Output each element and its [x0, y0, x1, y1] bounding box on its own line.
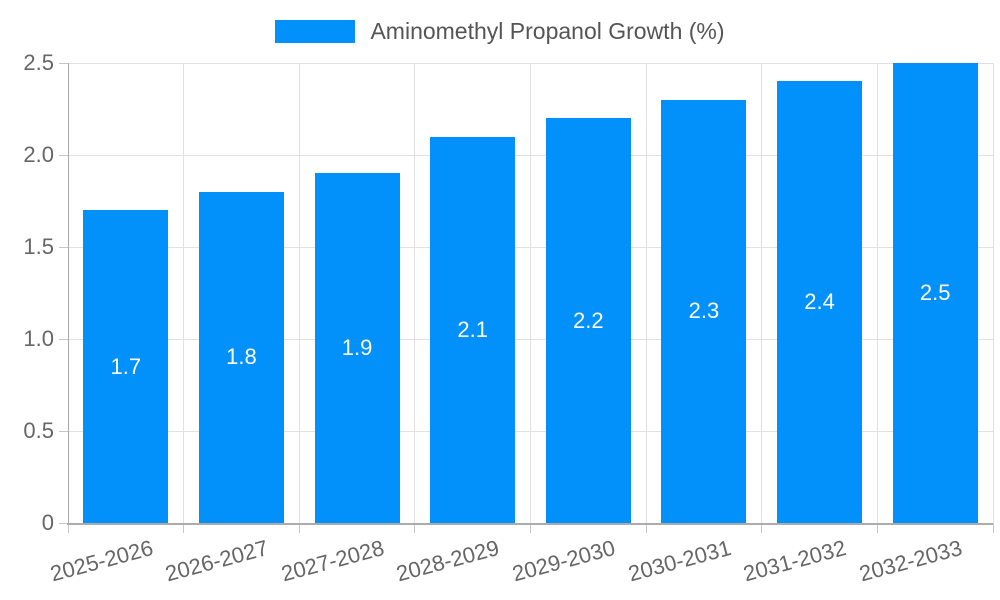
- x-tick-label: 2027-2028: [278, 535, 387, 587]
- bar-value-label: 2.3: [688, 298, 720, 324]
- v-gridline: [645, 63, 647, 523]
- x-tick-label: 2028-2029: [394, 535, 503, 587]
- y-tick-label: 0.5: [23, 418, 54, 443]
- legend-swatch: [275, 20, 356, 43]
- y-tick-mark: [59, 338, 68, 340]
- v-gridline: [992, 63, 994, 523]
- legend[interactable]: Aminomethyl Propanol Growth (%): [0, 18, 1000, 45]
- bar: 2.3: [661, 99, 747, 523]
- y-tick-mark: [59, 246, 68, 248]
- bar: 1.9: [314, 173, 400, 523]
- x-tick-mark: [298, 523, 300, 533]
- y-tick-label: 0: [41, 510, 54, 535]
- plot-area: 0 0.5 1.0 1.5 2.0 2.5 1.7 1.8 1.9 2.1 2.2 2.3 2.4 2.5…: [23, 52, 994, 586]
- x-tick-label: 2032-2033: [856, 535, 965, 587]
- y-tick-mark: [59, 154, 68, 156]
- v-gridline: [183, 63, 185, 523]
- bar-value-label: 1.8: [226, 344, 257, 370]
- x-tick-mark: [992, 523, 994, 533]
- bar: 2.5: [892, 63, 978, 523]
- y-tick-label: 1.5: [23, 234, 54, 259]
- x-tick-mark: [876, 523, 878, 533]
- x-tick-mark: [761, 523, 763, 533]
- y-tick-mark: [59, 430, 68, 432]
- y-tick-mark: [59, 522, 68, 524]
- x-axis-line: [67, 523, 993, 525]
- bar-value-label: 2.4: [804, 289, 835, 315]
- y-tick-label: 2.5: [23, 50, 54, 75]
- bar-value-label: 1.9: [341, 335, 373, 361]
- v-gridline: [530, 63, 531, 523]
- x-tick-label: 2025-2026: [47, 535, 156, 587]
- x-tick-mark: [183, 523, 185, 533]
- x-tick-label: 2026-2027: [162, 535, 271, 587]
- bar: 1.7: [83, 210, 169, 523]
- bar-value-label: 2.5: [919, 280, 951, 305]
- legend-label: Aminomethyl Propanol Growth (%): [370, 18, 725, 44]
- x-tick-mark: [414, 523, 416, 533]
- v-gridline: [298, 63, 300, 523]
- y-tick-label: 1.0: [23, 326, 54, 351]
- x-tick-label: 2029-2030: [509, 535, 618, 587]
- x-tick-label: 2031-2032: [740, 535, 850, 587]
- bar: 2.2: [545, 118, 631, 523]
- bar: 2.4: [777, 81, 863, 523]
- bar-value-label: 2.2: [573, 307, 604, 333]
- x-tick-mark: [530, 523, 531, 533]
- x-tick-label: 2030-2031: [625, 535, 734, 587]
- x-tick-mark: [67, 523, 69, 533]
- y-tick-mark: [59, 62, 68, 64]
- x-tick-mark: [645, 523, 647, 533]
- v-gridline: [414, 63, 416, 523]
- v-gridline: [761, 63, 763, 523]
- y-tick-label: 2.0: [23, 142, 54, 167]
- y-axis-line: [68, 63, 69, 523]
- v-gridline: [876, 63, 878, 523]
- bar: 1.8: [198, 191, 284, 523]
- bar: 2.1: [430, 136, 516, 523]
- bar-value-label: 2.1: [457, 316, 488, 342]
- bar-value-label: 1.7: [110, 353, 142, 379]
